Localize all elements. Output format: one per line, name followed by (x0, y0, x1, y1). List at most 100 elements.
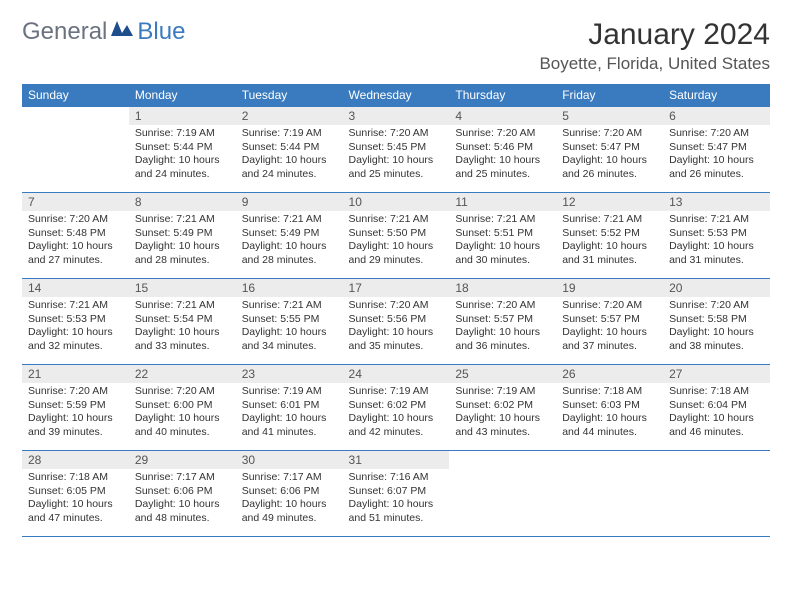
day-detail-line: Daylight: 10 hours (669, 154, 764, 168)
day-detail-line: and 29 minutes. (349, 254, 444, 268)
day-details: Sunrise: 7:18 AMSunset: 6:03 PMDaylight:… (556, 383, 663, 444)
day-detail-line: Daylight: 10 hours (349, 326, 444, 340)
day-details: Sunrise: 7:20 AMSunset: 5:47 PMDaylight:… (663, 125, 770, 186)
day-detail-line: Sunset: 5:44 PM (135, 141, 230, 155)
day-detail-line: Sunrise: 7:19 AM (135, 127, 230, 141)
location-label: Boyette, Florida, United States (539, 54, 770, 74)
day-detail-line: Sunset: 5:56 PM (349, 313, 444, 327)
day-details: Sunrise: 7:21 AMSunset: 5:49 PMDaylight:… (236, 211, 343, 272)
day-details: Sunrise: 7:20 AMSunset: 5:59 PMDaylight:… (22, 383, 129, 444)
day-detail-line: Sunrise: 7:17 AM (135, 471, 230, 485)
day-number: 29 (129, 451, 236, 469)
calendar-day-cell: 21Sunrise: 7:20 AMSunset: 5:59 PMDayligh… (22, 365, 129, 451)
day-detail-line: and 30 minutes. (455, 254, 550, 268)
day-number: 24 (343, 365, 450, 383)
day-detail-line: Sunrise: 7:20 AM (669, 127, 764, 141)
day-detail-line: Daylight: 10 hours (135, 498, 230, 512)
day-number: 20 (663, 279, 770, 297)
day-details: Sunrise: 7:21 AMSunset: 5:53 PMDaylight:… (663, 211, 770, 272)
day-number: 13 (663, 193, 770, 211)
day-detail-line: Daylight: 10 hours (28, 498, 123, 512)
day-details: Sunrise: 7:18 AMSunset: 6:05 PMDaylight:… (22, 469, 129, 530)
day-details: Sunrise: 7:20 AMSunset: 5:58 PMDaylight:… (663, 297, 770, 358)
calendar-day-cell: .. (556, 451, 663, 537)
calendar-day-cell: .. (663, 451, 770, 537)
calendar-body: ..1Sunrise: 7:19 AMSunset: 5:44 PMDaylig… (22, 107, 770, 537)
day-detail-line: Daylight: 10 hours (669, 326, 764, 340)
column-header: Tuesday (236, 84, 343, 107)
day-details: Sunrise: 7:21 AMSunset: 5:53 PMDaylight:… (22, 297, 129, 358)
day-detail-line: Daylight: 10 hours (455, 326, 550, 340)
calendar-week-row: 7Sunrise: 7:20 AMSunset: 5:48 PMDaylight… (22, 193, 770, 279)
day-detail-line: Sunset: 6:01 PM (242, 399, 337, 413)
calendar-day-cell: 23Sunrise: 7:19 AMSunset: 6:01 PMDayligh… (236, 365, 343, 451)
calendar-day-cell: 29Sunrise: 7:17 AMSunset: 6:06 PMDayligh… (129, 451, 236, 537)
day-detail-line: Sunrise: 7:18 AM (28, 471, 123, 485)
day-detail-line: Sunset: 5:44 PM (242, 141, 337, 155)
day-detail-line: Sunrise: 7:21 AM (242, 213, 337, 227)
calendar-day-cell: 6Sunrise: 7:20 AMSunset: 5:47 PMDaylight… (663, 107, 770, 193)
day-number: 8 (129, 193, 236, 211)
day-detail-line: Sunrise: 7:21 AM (562, 213, 657, 227)
day-detail-line: and 33 minutes. (135, 340, 230, 354)
calendar-week-row: 21Sunrise: 7:20 AMSunset: 5:59 PMDayligh… (22, 365, 770, 451)
day-number: 22 (129, 365, 236, 383)
column-header: Sunday (22, 84, 129, 107)
day-details: Sunrise: 7:20 AMSunset: 5:46 PMDaylight:… (449, 125, 556, 186)
day-detail-line: and 27 minutes. (28, 254, 123, 268)
day-detail-line: Sunset: 5:53 PM (28, 313, 123, 327)
day-detail-line: and 32 minutes. (28, 340, 123, 354)
day-detail-line: Sunrise: 7:21 AM (349, 213, 444, 227)
day-detail-line: Sunrise: 7:21 AM (455, 213, 550, 227)
day-detail-line: Sunrise: 7:18 AM (562, 385, 657, 399)
day-detail-line: Sunset: 5:59 PM (28, 399, 123, 413)
day-detail-line: Daylight: 10 hours (242, 154, 337, 168)
column-header: Friday (556, 84, 663, 107)
day-detail-line: Daylight: 10 hours (349, 240, 444, 254)
day-details: Sunrise: 7:21 AMSunset: 5:55 PMDaylight:… (236, 297, 343, 358)
day-number: 26 (556, 365, 663, 383)
day-detail-line: and 31 minutes. (669, 254, 764, 268)
day-detail-line: and 41 minutes. (242, 426, 337, 440)
day-detail-line: and 44 minutes. (562, 426, 657, 440)
day-detail-line: Daylight: 10 hours (669, 412, 764, 426)
calendar-day-cell: 4Sunrise: 7:20 AMSunset: 5:46 PMDaylight… (449, 107, 556, 193)
day-detail-line: Daylight: 10 hours (455, 412, 550, 426)
day-detail-line: Sunset: 5:48 PM (28, 227, 123, 241)
calendar-day-cell: .. (22, 107, 129, 193)
day-detail-line: Daylight: 10 hours (242, 326, 337, 340)
day-detail-line: and 24 minutes. (242, 168, 337, 182)
calendar-week-row: 14Sunrise: 7:21 AMSunset: 5:53 PMDayligh… (22, 279, 770, 365)
day-detail-line: Sunrise: 7:20 AM (455, 127, 550, 141)
calendar-week-row: ..1Sunrise: 7:19 AMSunset: 5:44 PMDaylig… (22, 107, 770, 193)
day-detail-line: and 28 minutes. (135, 254, 230, 268)
day-detail-line: Sunset: 5:53 PM (669, 227, 764, 241)
day-detail-line: Daylight: 10 hours (28, 412, 123, 426)
day-detail-line: Sunset: 6:04 PM (669, 399, 764, 413)
day-detail-line: Daylight: 10 hours (455, 240, 550, 254)
day-detail-line: Sunrise: 7:19 AM (455, 385, 550, 399)
day-detail-line: Sunset: 6:03 PM (562, 399, 657, 413)
calendar-day-cell: 13Sunrise: 7:21 AMSunset: 5:53 PMDayligh… (663, 193, 770, 279)
calendar-day-cell: 31Sunrise: 7:16 AMSunset: 6:07 PMDayligh… (343, 451, 450, 537)
day-detail-line: Daylight: 10 hours (455, 154, 550, 168)
day-detail-line: Sunrise: 7:20 AM (349, 127, 444, 141)
day-detail-line: Daylight: 10 hours (242, 498, 337, 512)
header: General Blue January 2024 Boyette, Flori… (22, 18, 770, 74)
calendar-day-cell: 28Sunrise: 7:18 AMSunset: 6:05 PMDayligh… (22, 451, 129, 537)
day-detail-line: and 48 minutes. (135, 512, 230, 526)
day-number: 18 (449, 279, 556, 297)
day-details: Sunrise: 7:17 AMSunset: 6:06 PMDaylight:… (129, 469, 236, 530)
day-detail-line: and 46 minutes. (669, 426, 764, 440)
calendar-day-cell: 1Sunrise: 7:19 AMSunset: 5:44 PMDaylight… (129, 107, 236, 193)
day-detail-line: Sunset: 5:47 PM (669, 141, 764, 155)
day-number: 30 (236, 451, 343, 469)
day-number: 3 (343, 107, 450, 125)
calendar-day-cell: 15Sunrise: 7:21 AMSunset: 5:54 PMDayligh… (129, 279, 236, 365)
calendar-day-cell: 27Sunrise: 7:18 AMSunset: 6:04 PMDayligh… (663, 365, 770, 451)
day-detail-line: Sunset: 5:54 PM (135, 313, 230, 327)
day-details: Sunrise: 7:19 AMSunset: 6:02 PMDaylight:… (449, 383, 556, 444)
day-details: Sunrise: 7:19 AMSunset: 6:02 PMDaylight:… (343, 383, 450, 444)
calendar-day-cell: 12Sunrise: 7:21 AMSunset: 5:52 PMDayligh… (556, 193, 663, 279)
day-detail-line: Daylight: 10 hours (349, 498, 444, 512)
